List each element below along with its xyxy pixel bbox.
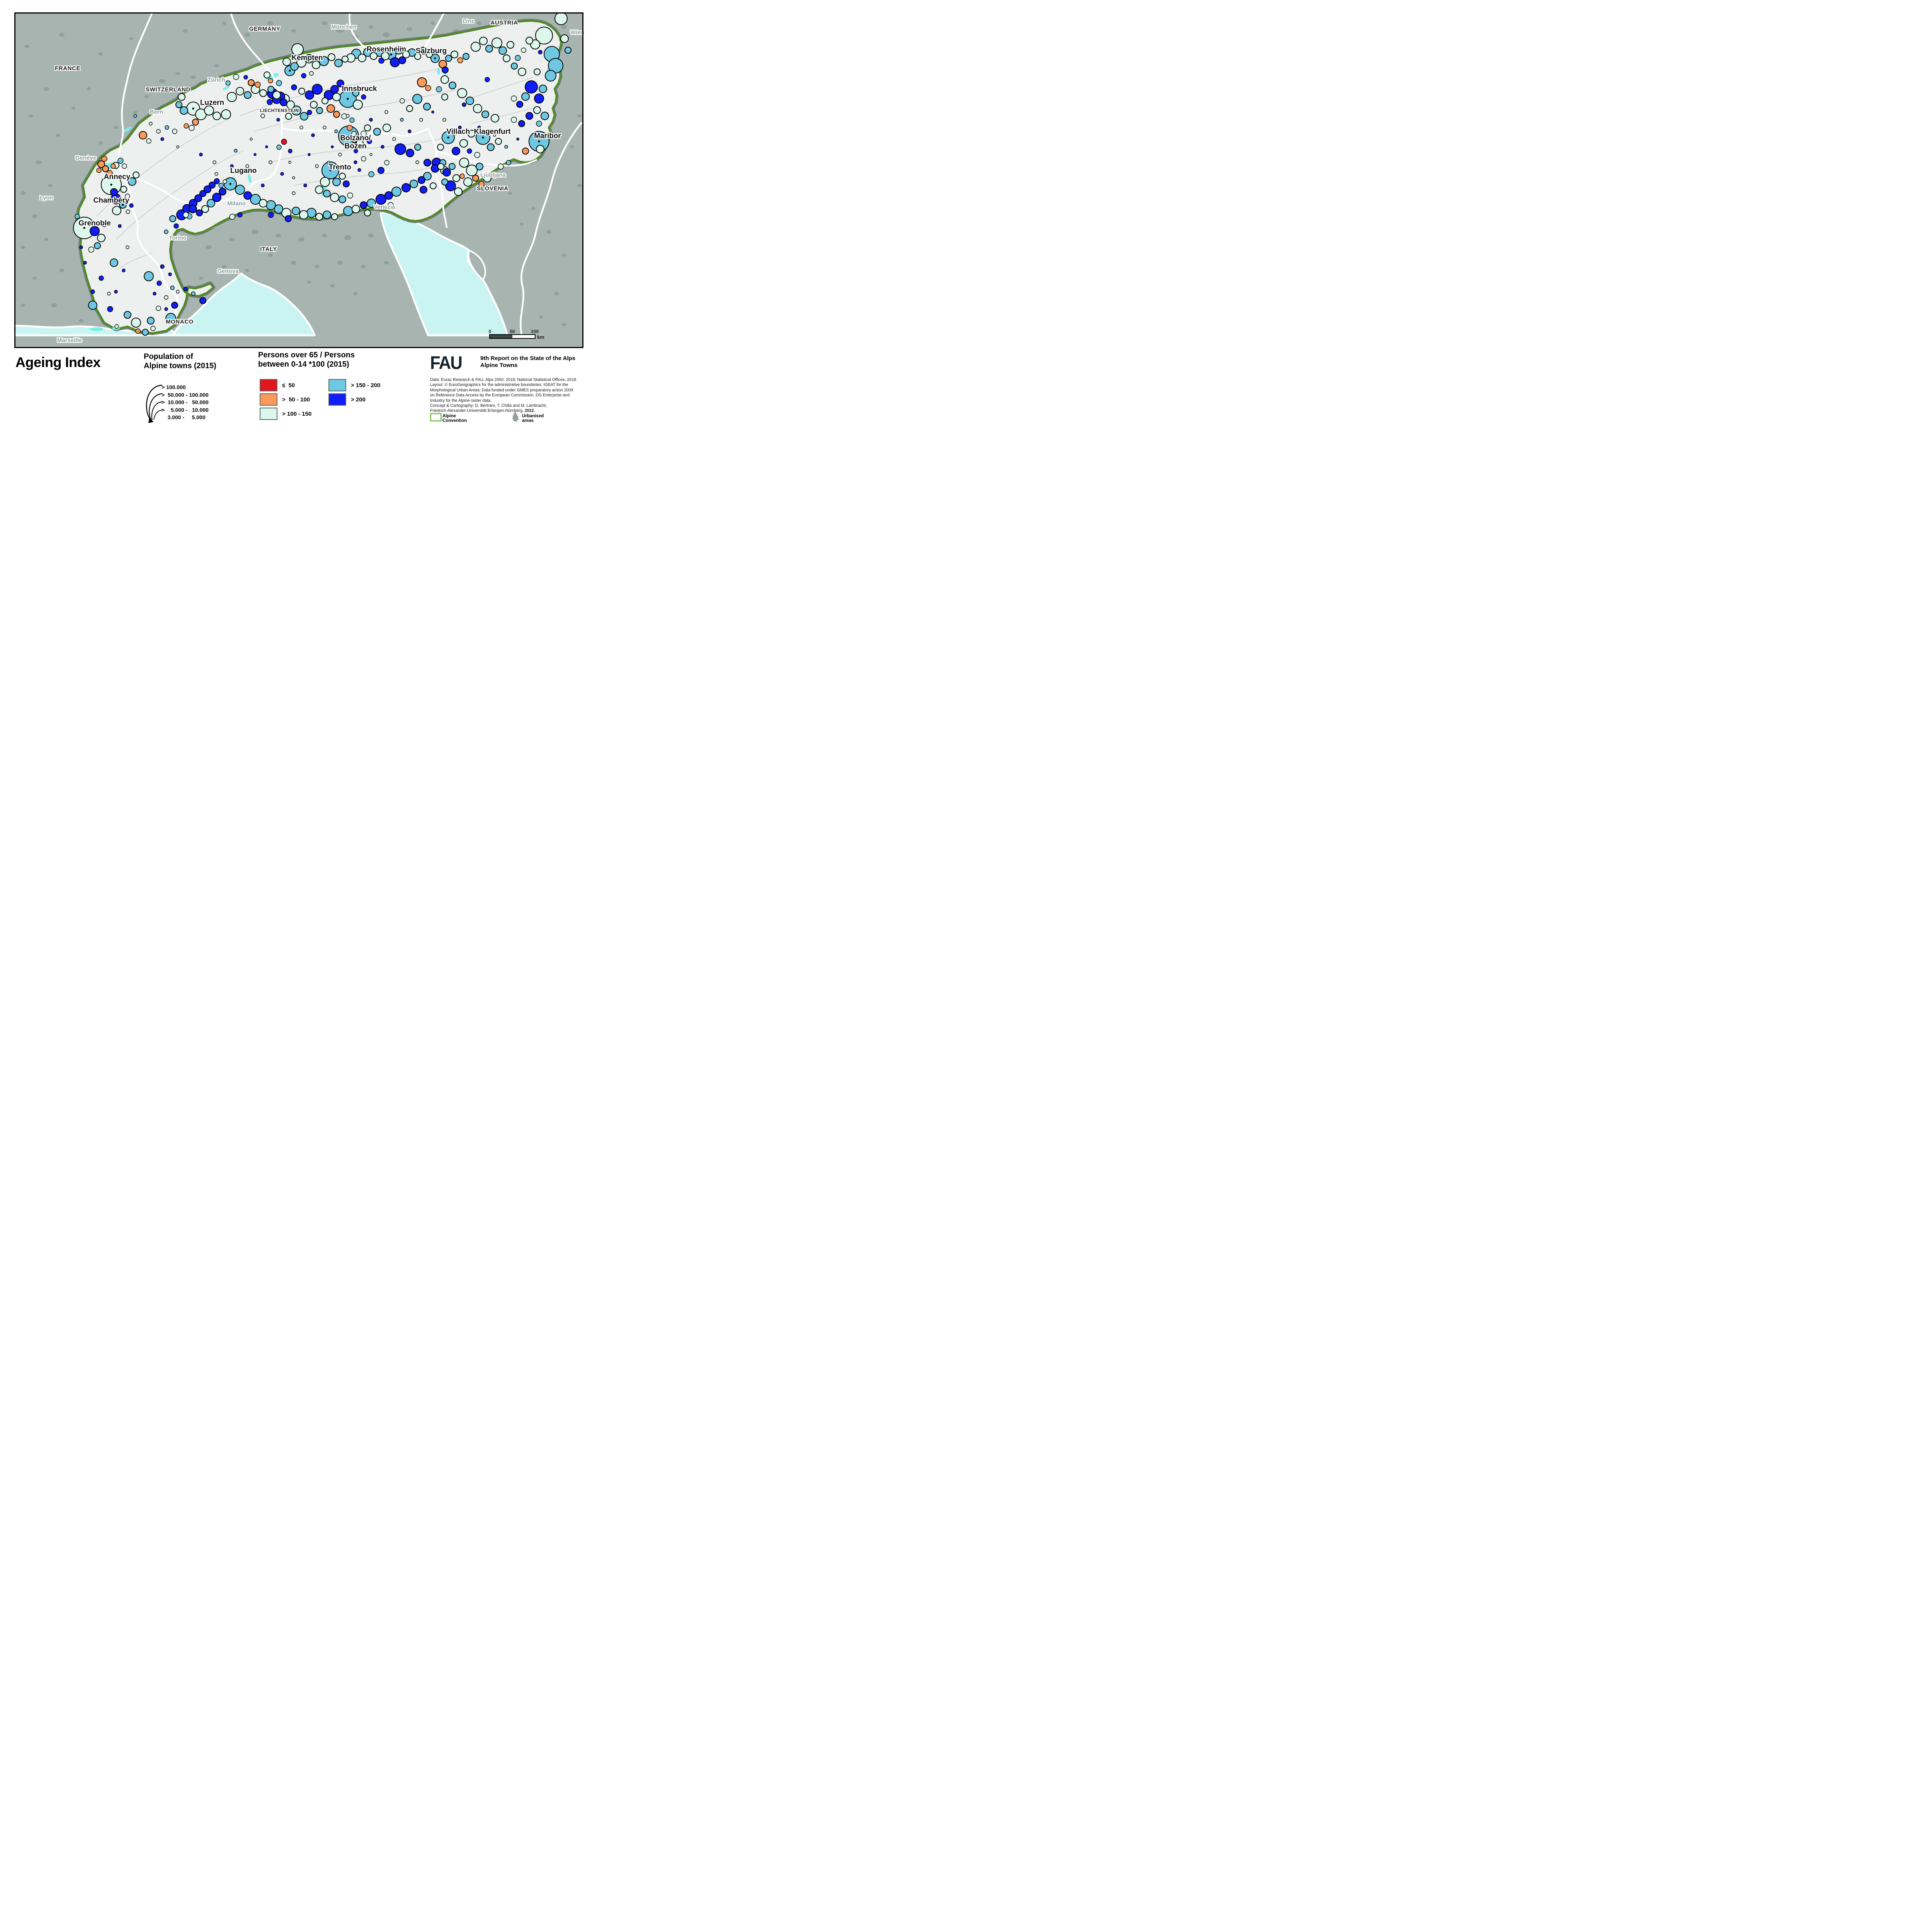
country-label: AUSTRIA [490,19,518,26]
scale-ticks: 0 50 100 [489,329,547,334]
alpine-town-label: Klagenfurt [474,127,511,136]
alpine-town-label: Villach [446,127,470,136]
alpine-town-label: Chambéry [93,196,129,205]
scale-unit: km [537,334,544,340]
population-legend: Population of Alpine towns (2015) > 100.… [144,352,216,423]
ageing-legend-title: Persons over 65 / Persons between 0-14 *… [258,351,355,369]
ageing-class-label: > 100 - 150 [282,411,312,417]
alpine-town-label: Rosenheim [366,45,406,54]
scale-tick-50: 50 [510,329,515,334]
city-label: Bern [150,109,163,116]
ageing-index-map-page: FRANCE GERMANY SWITZERLAND AUSTRIA ITALY SLOV… [0,0,598,423]
ageing-class-swatch [260,408,277,420]
city-label: Venezia [374,204,395,211]
population-class-row: > 100.000 [162,384,186,390]
ageing-class-label: ≤ 50 [282,382,295,389]
legend-strip: Ageing Index Population of Alpine towns … [0,349,598,423]
scale-tick-100: 100 [531,329,539,334]
population-legend-rows: > 100.000 > 50.000 - 100.000 > 10.000 - 50… [162,384,209,422]
ageing-class-swatch [328,393,346,406]
data-credits-text: Data: Eurac Research & FAU, Alps 2050, 2… [430,377,577,413]
country-label: MONACO [166,318,194,325]
population-class-row: > 50.000 - 100.000 [162,391,209,398]
alpine-town-label: Grenoble [78,219,111,228]
ageing-class-label: > 200 [351,396,366,403]
scale-tick-0: 0 [488,329,492,334]
city-label: Wien [570,29,584,36]
ageing-legend: Persons over 65 / Persons between 0-14 *… [258,350,380,420]
fau-logo: FAU [430,353,463,373]
alpine-town-label: Kempten [291,54,323,62]
country-label: ITALY [260,246,277,253]
alpine-town-label: Luzern [200,99,224,107]
scale-bar: 0 50 100 km [489,329,547,340]
city-label: München [331,24,357,31]
urban-area-icon [512,411,519,422]
city-label: Marseille [57,337,82,344]
alpine-town-label: Lugano [230,167,257,175]
ageing-class-swatch [260,393,277,406]
ageing-class-swatch [328,379,346,391]
alpine-town-label: Trento [328,163,352,172]
page-title: Ageing Index [15,354,101,370]
city-label: Genova [217,268,239,275]
alpine-perimeter-label: Alpine Convention Perimeter [442,414,467,423]
city-label: Lyon [39,194,53,201]
alpine-town-label: Bolzano/ Bozen [340,134,371,150]
city-label: Zürich [207,76,225,83]
city-label: Genève [75,155,97,161]
country-label: LIECHTENSTEIN [260,108,299,113]
population-class-row: > 10.000 - 50.000 [162,399,209,405]
population-class-row: 3.000 - 5.000 [162,414,206,420]
ageing-class-swatch [260,379,277,391]
country-label: SLOVENIA [477,185,509,192]
population-legend-title: Population of Alpine towns (2015) [144,352,216,370]
report-title: 9th Report on the State of the Alps Alpi… [480,355,576,369]
alps-map [14,12,583,348]
country-label: GERMANY [249,25,281,32]
ageing-class-label: > 150 - 200 [351,382,381,389]
urban-area-label: Urbanised areas outside the Alps (MUA) [522,414,544,423]
city-label: Torino [169,235,187,241]
population-size-arcs-icon [146,384,163,423]
country-label: SWITZERLAND [146,86,190,93]
city-label: Milano [227,200,246,207]
alpine-town-label: Salzburg [415,47,447,55]
population-class-row: > 5.000 - 10.000 [162,406,209,413]
alpine-town-label: Innsbruck [342,85,377,93]
scale-bar-graphic [489,334,536,339]
country-label: FRANCE [54,65,81,72]
ageing-class-label: > 50 - 100 [282,396,310,403]
alpine-town-label: Maribor [534,132,561,140]
alpine-town-label: Annecy [104,173,131,181]
city-label: Linz [463,18,474,25]
city-label: Ljubljana [480,172,506,178]
alpine-perimeter-swatch [430,413,442,422]
